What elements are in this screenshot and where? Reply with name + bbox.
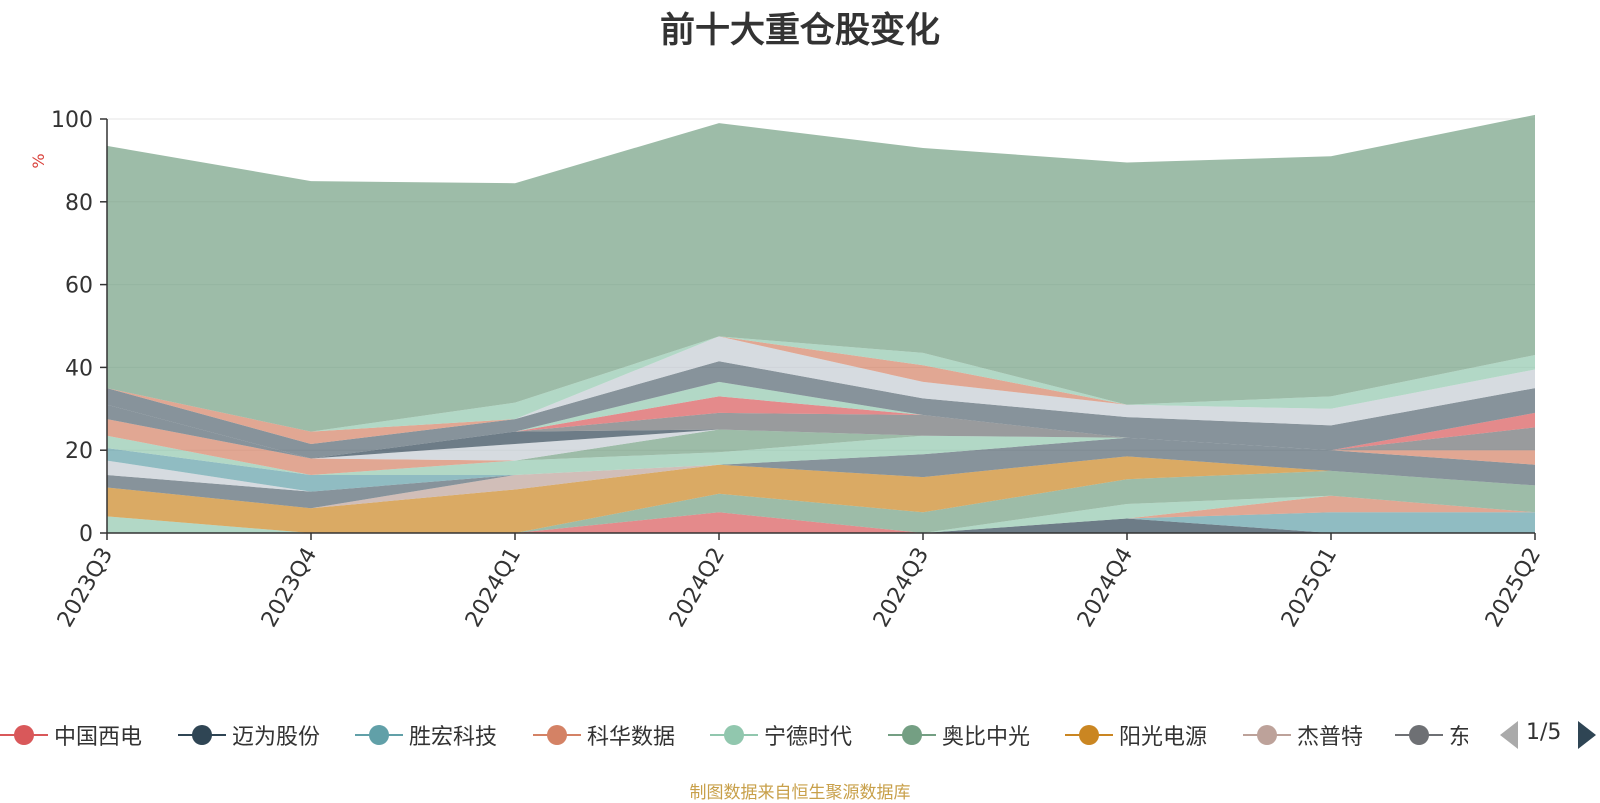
area-layer-16: [107, 361, 1535, 459]
chart-title: 前十大重仓股变化: [659, 11, 940, 51]
legend-marker-icon: [888, 725, 936, 745]
legend-label: 杰普特: [1297, 725, 1364, 750]
legend-label: 中国西电: [54, 725, 143, 750]
area-series-5: [107, 470, 1535, 533]
chart-legend: 中国西电 迈为股份 胜宏科技 科华数据 宁德时代 奥比中光 阳光电源 杰普特 东方电缆 1/5: [0, 715, 1600, 755]
legend-label: 科华数据: [587, 725, 676, 750]
y-axis-unit-label: %: [29, 153, 48, 168]
legend-label: 胜宏科技: [409, 725, 498, 750]
legend-marker-icon: [178, 725, 226, 745]
area-layer-0: [107, 437, 1535, 509]
x-tick-label: 2025Q2: [1481, 544, 1546, 632]
x-tick-label: 2024Q3: [869, 544, 934, 632]
x-tick-label: 2024Q2: [665, 544, 730, 632]
area-series-4: [107, 495, 1535, 533]
y-tick-label: 80: [65, 191, 93, 216]
legend-item-7[interactable]: 杰普特: [1243, 715, 1363, 755]
legend-page-indicator: 1/5: [1526, 720, 1562, 745]
area-layer-2: [107, 437, 1535, 492]
x-tick-label: 2024Q4: [1073, 544, 1138, 632]
area-layer-3: [107, 435, 1535, 475]
area-layer-12: [107, 404, 1535, 459]
area-series-6: [107, 456, 1535, 533]
y-tick-label: 100: [51, 108, 93, 133]
legend-item-0[interactable]: 中国西电: [0, 715, 142, 755]
area-series-3: [107, 495, 1535, 533]
area-layer-14: [107, 396, 1535, 459]
legend-items: 中国西电 迈为股份 胜宏科技 科华数据 宁德时代 奥比中光 阳光电源 杰普特 东方电缆: [0, 715, 1468, 755]
legend-marker-icon: [1243, 725, 1291, 745]
y-tick-label: 40: [65, 356, 93, 381]
area-series-0: [107, 512, 1535, 533]
legend-item-4[interactable]: 宁德时代: [710, 715, 852, 755]
legend-label: 阳光电源: [1119, 725, 1208, 750]
area-layer-19: [107, 336, 1535, 444]
legend-marker-icon: [1395, 725, 1443, 745]
area-layer-9: [107, 404, 1535, 461]
legend-label: 宁德时代: [764, 725, 853, 750]
legend-marker-icon: [0, 725, 48, 745]
x-tick-label: 2023Q4: [257, 544, 322, 632]
area-series-1: [107, 512, 1535, 533]
legend-marker-icon: [355, 725, 403, 745]
x-tick-label: 2025Q1: [1277, 544, 1342, 632]
area-layer-18: [107, 336, 1535, 444]
area-series-2: [107, 512, 1535, 533]
area-layer: [107, 114, 1535, 533]
legend-item-1[interactable]: 迈为股份: [178, 715, 320, 755]
legend-label: 迈为股份: [232, 725, 321, 750]
legend-marker-icon: [710, 725, 758, 745]
legend-item-2[interactable]: 胜宏科技: [355, 715, 497, 755]
legend-next-page-icon[interactable]: [1576, 720, 1598, 750]
legend-prev-page-icon[interactable]: [1498, 720, 1520, 750]
legend-label: 奥比中光: [942, 725, 1031, 750]
data-source-note: 制图数据来自恒生聚源数据库: [689, 783, 911, 803]
legend-marker-icon: [1065, 725, 1113, 745]
area-layer-4: [107, 419, 1535, 475]
legend-label: 东方电缆: [1449, 725, 1468, 750]
area-layer-13: [107, 404, 1535, 459]
legend-item-5[interactable]: 奥比中光: [888, 715, 1030, 755]
y-tick-label: 20: [65, 439, 93, 464]
legend-item-6[interactable]: 阳光电源: [1065, 715, 1207, 755]
x-tick-label: 2023Q3: [53, 544, 118, 632]
legend-item-8[interactable]: 东方电缆: [1395, 715, 1468, 755]
y-tick-label: 60: [65, 274, 93, 299]
x-tick-label: 2024Q1: [461, 544, 526, 632]
stacked-area-chart: 0 20 40 60 80 100 2023Q3 2023Q4 2024Q1 2024Q2 2024…: [29, 108, 1546, 632]
legend-item-3[interactable]: 科华数据: [533, 715, 675, 755]
y-tick-label: 0: [79, 522, 93, 547]
area-layer-1: [107, 437, 1535, 492]
area-layer-21: [107, 114, 1535, 432]
legend-marker-icon: [533, 725, 581, 745]
